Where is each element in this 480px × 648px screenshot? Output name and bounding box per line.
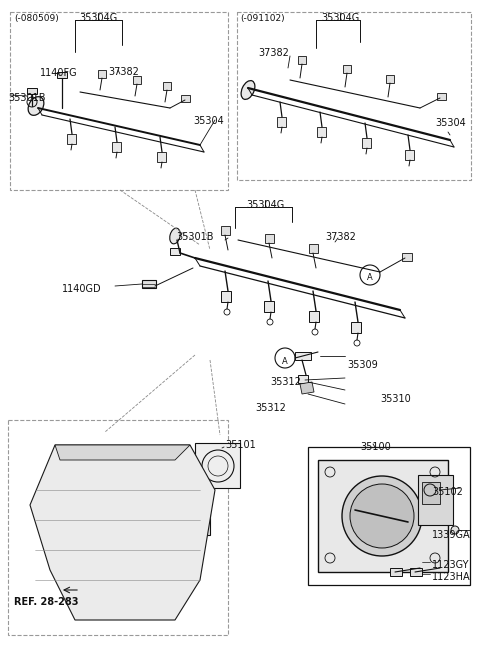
Bar	[362, 138, 371, 148]
Ellipse shape	[170, 228, 180, 244]
Text: 35304G: 35304G	[321, 13, 359, 23]
Bar	[298, 56, 306, 64]
Bar	[133, 76, 141, 84]
Bar	[155, 465, 210, 535]
Polygon shape	[30, 445, 215, 620]
Bar	[295, 352, 311, 360]
Text: 35100: 35100	[360, 442, 391, 452]
Bar	[343, 65, 351, 73]
Text: REF. 28-283: REF. 28-283	[14, 597, 79, 607]
Bar	[317, 127, 326, 137]
Text: 35301B: 35301B	[8, 93, 46, 103]
Text: 35312: 35312	[270, 377, 301, 387]
Bar	[98, 70, 106, 78]
Bar	[57, 72, 67, 78]
Text: 1339GA: 1339GA	[432, 530, 470, 540]
Text: (-080509): (-080509)	[14, 14, 59, 23]
Bar	[308, 447, 470, 585]
Text: 35312: 35312	[255, 403, 286, 413]
Ellipse shape	[241, 80, 255, 99]
Bar	[27, 88, 37, 94]
Text: 37382: 37382	[108, 67, 139, 77]
Text: 1123HA: 1123HA	[432, 572, 470, 582]
Bar	[437, 93, 446, 100]
Text: 35102: 35102	[432, 487, 463, 497]
Bar	[422, 482, 440, 504]
Bar	[418, 475, 453, 525]
Text: 35304G: 35304G	[79, 13, 117, 23]
Bar	[181, 95, 190, 102]
Text: 1140GD: 1140GD	[62, 284, 102, 294]
Bar	[142, 280, 156, 288]
Bar	[386, 75, 394, 83]
Text: 35309: 35309	[347, 360, 378, 370]
Circle shape	[76, 468, 160, 552]
Bar	[8, 420, 228, 635]
Bar	[170, 248, 180, 255]
Text: 37382: 37382	[325, 232, 356, 242]
Bar	[351, 322, 361, 333]
Bar	[112, 142, 121, 152]
Polygon shape	[55, 445, 190, 460]
Bar	[195, 443, 240, 488]
Bar	[221, 226, 230, 235]
Text: 1123GY: 1123GY	[432, 560, 469, 570]
Bar	[221, 291, 231, 302]
Text: 35301B: 35301B	[176, 232, 214, 242]
Text: 35304G: 35304G	[246, 200, 284, 210]
Bar	[309, 244, 318, 253]
Bar	[309, 311, 319, 322]
Bar	[163, 82, 171, 90]
Polygon shape	[300, 382, 314, 394]
Bar	[265, 234, 274, 243]
Text: 37382: 37382	[258, 48, 289, 58]
Bar	[390, 568, 402, 576]
Circle shape	[350, 484, 414, 548]
Text: A: A	[282, 356, 288, 365]
Bar	[157, 152, 166, 162]
Text: 35101: 35101	[225, 440, 256, 450]
Bar	[237, 12, 471, 180]
Text: A: A	[367, 273, 373, 283]
Ellipse shape	[28, 97, 44, 115]
Bar	[410, 568, 422, 576]
Bar	[298, 375, 308, 383]
Text: 35310: 35310	[380, 394, 411, 404]
Bar	[10, 12, 228, 190]
Bar	[405, 150, 414, 160]
Bar	[67, 134, 76, 144]
Bar	[264, 301, 274, 312]
Text: 35304: 35304	[193, 116, 224, 126]
Text: 1140FG: 1140FG	[40, 68, 78, 78]
Bar	[318, 460, 448, 572]
Circle shape	[451, 526, 459, 534]
Bar	[277, 117, 286, 127]
Text: 35304: 35304	[435, 118, 466, 128]
Text: (-091102): (-091102)	[240, 14, 285, 23]
Circle shape	[342, 476, 422, 556]
Bar	[402, 253, 412, 261]
